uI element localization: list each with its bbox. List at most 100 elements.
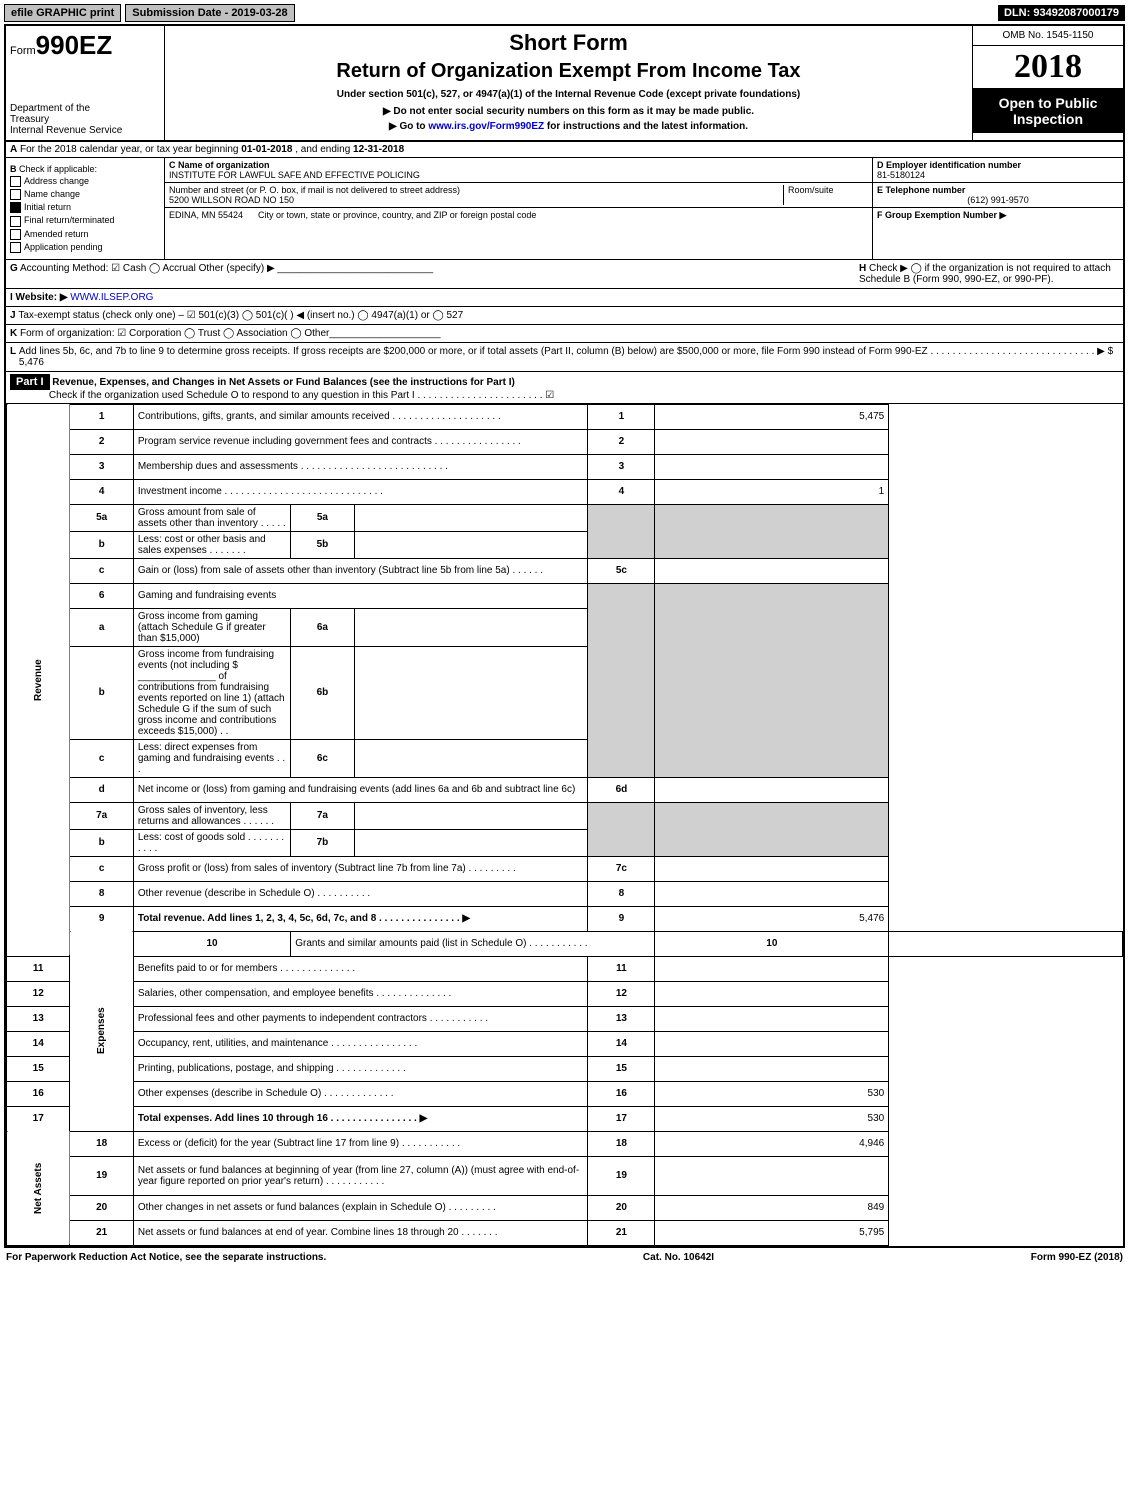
- chk-application-pending[interactable]: Application pending: [10, 242, 160, 253]
- footer-right: Form 990-EZ (2018): [1031, 1252, 1123, 1263]
- website-link[interactable]: WWW.ILSEP.ORG: [70, 292, 153, 303]
- line-3-desc: Membership dues and assessments . . . . …: [133, 454, 588, 479]
- line-6b-sval: [354, 646, 588, 739]
- line-20-val: 849: [655, 1195, 889, 1220]
- line-14-rnum: 14: [588, 1031, 655, 1056]
- line-5c: cGain or (loss) from sale of assets othe…: [7, 558, 1123, 583]
- omb-number: OMB No. 1545-1150: [973, 26, 1123, 46]
- phone-cell: E Telephone number (612) 991-9570: [873, 183, 1123, 208]
- line-1-val: 5,475: [655, 404, 889, 429]
- instr2-pre: ▶ Go to: [389, 121, 428, 132]
- line-6d-desc: Net income or (loss) from gaming and fun…: [133, 777, 588, 802]
- row-a-mid: , and ending: [295, 144, 353, 155]
- line-5b-sval: [354, 531, 588, 558]
- line-20-rnum: 20: [588, 1195, 655, 1220]
- line-9-desc-text: Total revenue. Add lines 1, 2, 3, 4, 5c,…: [138, 913, 470, 924]
- dept-line3: Internal Revenue Service: [10, 125, 160, 136]
- line-18-rnum: 18: [588, 1131, 655, 1156]
- j-label: J: [10, 310, 16, 321]
- j-text: Tax-exempt status (check only one) – ☑ 5…: [18, 310, 463, 321]
- chk-amended-return[interactable]: Amended return: [10, 229, 160, 240]
- line-7c-rnum: 7c: [588, 856, 655, 881]
- open-line1: Open to Public: [975, 95, 1121, 111]
- line-7b-desc: Less: cost of goods sold . . . . . . . .…: [133, 829, 290, 856]
- k-text: Form of organization: ☑ Corporation ◯ Tr…: [20, 328, 329, 339]
- line-10-desc: Grants and similar amounts paid (list in…: [291, 931, 655, 956]
- address-cell: Number and street (or P. O. box, if mail…: [165, 183, 872, 208]
- line-5c-desc: Gain or (loss) from sale of assets other…: [133, 558, 588, 583]
- subtitle: Under section 501(c), 527, or 4947(a)(1)…: [171, 89, 966, 100]
- line-12-desc: Salaries, other compensation, and employ…: [133, 981, 588, 1006]
- return-title: Return of Organization Exempt From Incom…: [171, 60, 966, 83]
- line-7c-val: [655, 856, 889, 881]
- line-2-val: [655, 429, 889, 454]
- chk-initial-return[interactable]: Initial return: [10, 202, 160, 213]
- col-b-label: B: [10, 164, 17, 174]
- section-bcd: B Check if applicable: Address change Na…: [6, 158, 1123, 260]
- group-exemption-cell: F Group Exemption Number ▶: [873, 208, 1123, 223]
- line-11: 11Benefits paid to or for members . . . …: [7, 956, 1123, 981]
- line-13-rnum: 13: [588, 1006, 655, 1031]
- dept-line2: Treasury: [10, 114, 160, 125]
- chk-name-change[interactable]: Name change: [10, 189, 160, 200]
- line-6b: bGross income from fundraising events (n…: [7, 646, 1123, 739]
- row-k: K Form of organization: ☑ Corporation ◯ …: [6, 325, 1123, 343]
- efile-print-button[interactable]: efile GRAPHIC print: [4, 4, 121, 22]
- line-7a-snum: 7a: [291, 802, 354, 829]
- line-7c-desc: Gross profit or (loss) from sales of inv…: [133, 856, 588, 881]
- line-20: 20Other changes in net assets or fund ba…: [7, 1195, 1123, 1220]
- chk-label-3: Final return/terminated: [24, 215, 115, 225]
- chk-label-0: Address change: [24, 176, 89, 186]
- row-i: I Website: ▶ WWW.ILSEP.ORG: [6, 289, 1123, 307]
- line-21-desc: Net assets or fund balances at end of ye…: [133, 1220, 588, 1245]
- line-3: 3Membership dues and assessments . . . .…: [7, 454, 1123, 479]
- line-8-desc: Other revenue (describe in Schedule O) .…: [133, 881, 588, 906]
- line-17-val: 530: [655, 1106, 889, 1131]
- footer: For Paperwork Reduction Act Notice, see …: [4, 1248, 1125, 1267]
- g-text: Accounting Method: ☑ Cash ◯ Accrual Othe…: [20, 263, 275, 274]
- line-19-rnum: 19: [588, 1156, 655, 1195]
- instr2-post: for instructions and the latest informat…: [544, 121, 748, 132]
- header-middle: Short Form Return of Organization Exempt…: [165, 26, 972, 140]
- org-name: INSTITUTE FOR LAWFUL SAFE AND EFFECTIVE …: [169, 170, 868, 180]
- ein-value: 81-5180124: [877, 170, 1119, 180]
- dept-line1: Department of the: [10, 103, 160, 114]
- line-7b-snum: 7b: [291, 829, 354, 856]
- line-6d-rnum: 6d: [588, 777, 655, 802]
- line-19: 19Net assets or fund balances at beginni…: [7, 1156, 1123, 1195]
- line-11-desc: Benefits paid to or for members . . . . …: [133, 956, 588, 981]
- instruction-1: ▶ Do not enter social security numbers o…: [171, 106, 966, 117]
- part-i-label: Part I: [10, 374, 50, 390]
- form-container: Form990EZ Department of the Treasury Int…: [4, 24, 1125, 1248]
- chk-final-return[interactable]: Final return/terminated: [10, 215, 160, 226]
- col-b-title: Check if applicable:: [19, 164, 97, 174]
- line-2-desc: Program service revenue including govern…: [133, 429, 588, 454]
- tax-year-end: 12-31-2018: [353, 144, 404, 155]
- row-gh: G Accounting Method: ☑ Cash ◯ Accrual Ot…: [6, 260, 1123, 289]
- lines-table: Revenue 1Contributions, gifts, grants, a…: [6, 404, 1123, 1246]
- line-6a-desc: Gross income from gaming (attach Schedul…: [133, 608, 290, 646]
- line-6-desc: Gaming and fundraising events: [133, 583, 588, 608]
- line-6a-snum: 6a: [291, 608, 354, 646]
- line-6c-desc: Less: direct expenses from gaming and fu…: [133, 739, 290, 777]
- irs-link[interactable]: www.irs.gov/Form990EZ: [428, 121, 544, 132]
- line-15: 15Printing, publications, postage, and s…: [7, 1056, 1123, 1081]
- line-14-desc: Occupancy, rent, utilities, and maintena…: [133, 1031, 588, 1056]
- submission-date-button[interactable]: Submission Date - 2019-03-28: [125, 4, 294, 22]
- line-7b: bLess: cost of goods sold . . . . . . . …: [7, 829, 1123, 856]
- line-6a: aGross income from gaming (attach Schedu…: [7, 608, 1123, 646]
- expenses-section-label: Expenses: [70, 931, 133, 1131]
- chk-address-change[interactable]: Address change: [10, 176, 160, 187]
- part-i-title: Revenue, Expenses, and Changes in Net As…: [52, 377, 515, 388]
- row-a: A For the 2018 calendar year, or tax yea…: [6, 142, 1123, 158]
- line-5a: 5aGross amount from sale of assets other…: [7, 504, 1123, 531]
- column-d: D Employer identification number 81-5180…: [872, 158, 1123, 259]
- chk-label-2: Initial return: [24, 202, 71, 212]
- line-3-rnum: 3: [588, 454, 655, 479]
- line-9-val: 5,476: [655, 906, 889, 931]
- line-3-val: [655, 454, 889, 479]
- revenue-section-label: Revenue: [7, 404, 70, 956]
- line-10: Expenses 10Grants and similar amounts pa…: [7, 931, 1123, 956]
- h-text: Check ▶ ◯ if the organization is not req…: [859, 263, 1111, 285]
- line-2-rnum: 2: [588, 429, 655, 454]
